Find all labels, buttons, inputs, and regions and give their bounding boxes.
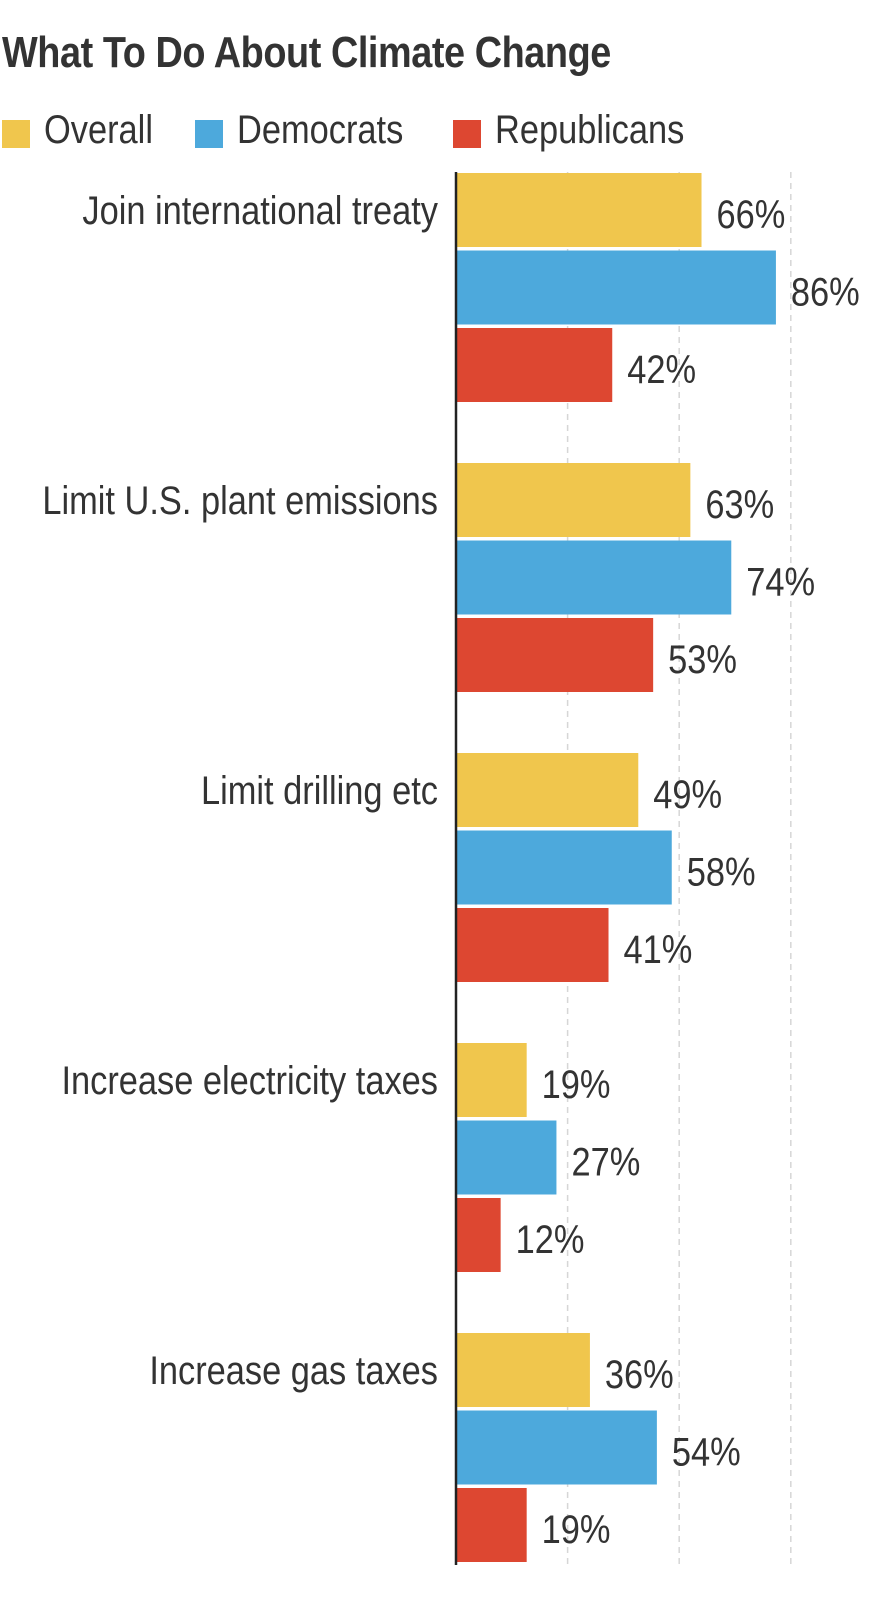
bar-overall-limit-drilling-etc bbox=[456, 753, 639, 827]
bar-republicans-limit-u-s-plant-emissions bbox=[456, 618, 654, 692]
data-label: 41% bbox=[624, 927, 693, 972]
bar-overall-limit-u-s-plant-emissions bbox=[456, 463, 691, 537]
data-label: 63% bbox=[705, 482, 774, 527]
bar-group-increase-gas-taxes: Increase gas taxes 36% 54% 19% bbox=[149, 1333, 741, 1562]
data-label: 42% bbox=[627, 347, 696, 392]
legend-label-republicans: Republicans bbox=[495, 108, 685, 152]
chart-title: What To Do About Climate Change bbox=[2, 28, 611, 77]
data-label: 54% bbox=[672, 1429, 741, 1474]
bar-republicans-increase-electricity-taxes bbox=[456, 1198, 501, 1272]
legend-label-democrats: Democrats bbox=[237, 108, 404, 152]
bar-democrats-join-international-treaty bbox=[456, 250, 776, 325]
legend-swatch-overall bbox=[2, 120, 30, 148]
data-label: 49% bbox=[653, 772, 722, 817]
data-label: 53% bbox=[668, 637, 737, 682]
bar-republicans-increase-gas-taxes bbox=[456, 1488, 527, 1562]
category-label: Join international treaty bbox=[82, 188, 438, 233]
bar-overall-increase-gas-taxes bbox=[456, 1333, 590, 1407]
legend-label-overall: Overall bbox=[44, 108, 153, 152]
category-label: Limit drilling etc bbox=[201, 768, 438, 813]
category-label: Increase electricity taxes bbox=[61, 1058, 438, 1103]
bar-group-limit-drilling-etc: Limit drilling etc 49% 58% 41% bbox=[201, 753, 756, 982]
bar-group-limit-u-s-plant-emissions: Limit U.S. plant emissions 63% 74%53% bbox=[42, 463, 815, 692]
bar-republicans-limit-drilling-etc bbox=[456, 908, 609, 982]
bar-democrats-increase-gas-taxes bbox=[456, 1410, 657, 1485]
bar-democrats-limit-u-s-plant-emissions bbox=[456, 540, 732, 615]
bar-democrats-increase-electricity-taxes bbox=[456, 1120, 557, 1195]
data-label: 19% bbox=[542, 1507, 611, 1552]
legend-swatch-democrats bbox=[195, 120, 223, 148]
bar-democrats-limit-drilling-etc bbox=[456, 830, 672, 905]
category-label: Increase gas taxes bbox=[149, 1348, 438, 1393]
bar-republicans-join-international-treaty bbox=[456, 328, 613, 402]
bar-group-join-international-treaty: Join international treaty 66%86% 42% bbox=[82, 173, 860, 402]
data-label: 12% bbox=[516, 1217, 585, 1262]
data-label: 19% bbox=[542, 1062, 611, 1107]
category-label: Limit U.S. plant emissions bbox=[42, 478, 438, 523]
data-label: 66% bbox=[717, 192, 786, 237]
data-label: 27% bbox=[571, 1139, 640, 1184]
data-label: 74% bbox=[746, 559, 815, 604]
data-label: 86% bbox=[791, 269, 860, 314]
data-label: 58% bbox=[687, 849, 756, 894]
bar-overall-increase-electricity-taxes bbox=[456, 1043, 527, 1117]
bar-overall-join-international-treaty bbox=[456, 173, 702, 247]
legend-swatch-republicans bbox=[453, 120, 481, 148]
data-label: 36% bbox=[605, 1352, 674, 1397]
bar-group-increase-electricity-taxes: Increase electricity taxes 19% 27% 12% bbox=[61, 1043, 640, 1272]
